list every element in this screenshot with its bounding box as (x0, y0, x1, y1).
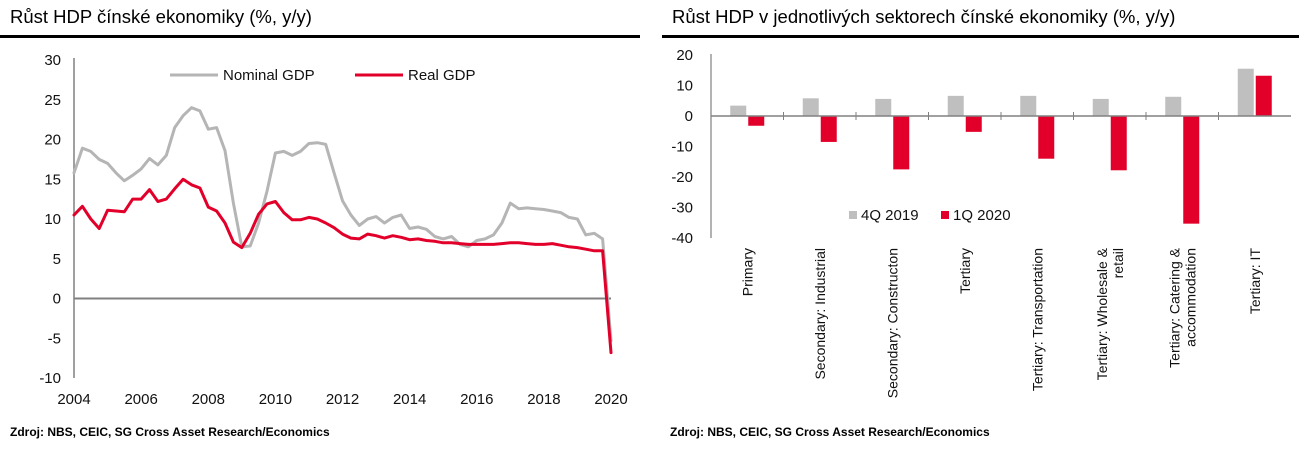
chart-title: Růst HDP čínské ekonomiky (%, y/y) (10, 6, 312, 27)
y-tick-label: 20 (676, 47, 693, 64)
bar-4q-2019 (802, 98, 819, 116)
bar-4q-2019 (1020, 95, 1037, 116)
y-tick-label: -10 (671, 139, 693, 156)
legend-swatch (849, 211, 857, 219)
x-tick-label: 2010 (259, 391, 292, 408)
category-label: Tertiary: IT (1247, 248, 1263, 315)
y-tick-label: 0 (685, 108, 693, 125)
legend-label: Nominal GDP (223, 67, 315, 84)
source-note: Zdroj: NBS, CEIC, SG Cross Asset Researc… (10, 425, 330, 439)
bar-1q-2020 (965, 116, 982, 132)
category-label: retail (1110, 248, 1126, 278)
y-tick-label: 10 (676, 78, 693, 95)
y-tick-label: -40 (671, 230, 693, 247)
bar-1q-2020 (1183, 116, 1200, 224)
legend-swatch (941, 211, 949, 219)
y-tick-label: -10 (39, 370, 61, 387)
category-label: Tertiary (957, 248, 973, 294)
legend-label: 4Q 2019 (861, 207, 919, 224)
bar-1q-2020 (1110, 116, 1127, 171)
bar-4q-2019 (1237, 68, 1254, 116)
x-tick-label: 2014 (393, 391, 426, 408)
y-tick-label: 5 (53, 251, 61, 268)
x-tick-label: 2016 (460, 391, 493, 408)
bar-4q-2019 (1092, 98, 1109, 116)
category-label: Tertiary: Transportation (1029, 248, 1045, 391)
title-divider (0, 35, 640, 38)
left-chart-panel: Růst HDP čínské ekonomiky (%, y/y) 30 25 2… (0, 0, 642, 461)
y-tick-label: 15 (44, 171, 61, 188)
real-gdp-line (72, 177, 613, 355)
right-chart-panel: Růst HDP v jednotlivých sektorech čínské… (662, 0, 1313, 461)
bar-1q-2020 (1038, 116, 1055, 159)
legend-label: 1Q 2020 (953, 207, 1011, 224)
y-tick-label: -5 (48, 330, 61, 347)
bar-4q-2019 (730, 105, 747, 116)
y-tick-label: 20 (44, 132, 61, 149)
category-label: Tertiary: Catering & (1166, 247, 1182, 367)
legend-label: Real GDP (408, 67, 476, 84)
x-tick-label: 2004 (57, 391, 90, 408)
bar-4q-2019 (947, 95, 964, 116)
bar-4q-2019 (875, 98, 892, 116)
chart-title: Růst HDP v jednotlivých sektorech čínské… (672, 6, 1176, 27)
y-tick-label: -30 (671, 200, 693, 217)
category-label: Secondary: Industrial (812, 248, 828, 380)
nominal-gdp-line (72, 106, 613, 343)
gdp-line-chart: 30 25 20 15 10 5 0 -5 -10 2004 2006 2008 2010 2012 201… (39, 52, 627, 408)
title-divider (662, 35, 1299, 38)
category-label: Primary (739, 248, 755, 296)
bar-1q-2020 (748, 116, 765, 126)
y-tick-label: 0 (53, 291, 61, 308)
category-label: Tertiary: Wholesale & (1094, 247, 1110, 380)
sector-bar-chart: 20 10 0 -10 -20 -30 -40 Primary Secondary: Indus… (671, 47, 1291, 398)
source-note: Zdroj: NBS, CEIC, SG Cross Asset Researc… (670, 425, 990, 439)
bar-4q-2019 (1165, 96, 1182, 116)
category-label: accommodation (1182, 248, 1198, 347)
bar-1q-2020 (820, 116, 837, 142)
x-tick-label: 2018 (527, 391, 560, 408)
y-tick-label: 25 (44, 92, 61, 109)
y-tick-label: -20 (671, 169, 693, 186)
bar-1q-2020 (1255, 75, 1272, 116)
y-tick-label: 30 (44, 52, 61, 69)
category-label: Secondary: Constructon (884, 248, 900, 398)
x-tick-label: 2020 (594, 391, 627, 408)
x-tick-label: 2008 (192, 391, 225, 408)
x-tick-label: 2006 (124, 391, 157, 408)
bar-1q-2020 (893, 116, 910, 170)
y-tick-label: 10 (44, 211, 61, 228)
x-tick-label: 2012 (326, 391, 359, 408)
